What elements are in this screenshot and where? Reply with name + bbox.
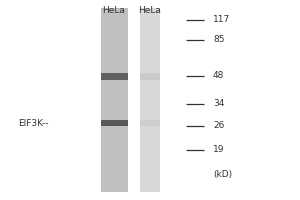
Text: 26: 26: [213, 121, 224, 130]
Text: (kD): (kD): [213, 170, 232, 178]
Text: HeLa: HeLa: [103, 6, 125, 15]
Bar: [140, 8, 160, 192]
Text: 34: 34: [213, 99, 224, 108]
Bar: [100, 72, 127, 79]
Text: EIF3K--: EIF3K--: [18, 118, 49, 128]
Text: 85: 85: [213, 36, 224, 45]
Text: 117: 117: [213, 16, 230, 24]
Text: 19: 19: [213, 146, 224, 154]
Text: HeLa: HeLa: [139, 6, 161, 15]
Bar: [140, 120, 160, 126]
Text: 48: 48: [213, 72, 224, 80]
Bar: [140, 72, 160, 79]
Bar: [100, 8, 127, 192]
Bar: [100, 120, 127, 126]
